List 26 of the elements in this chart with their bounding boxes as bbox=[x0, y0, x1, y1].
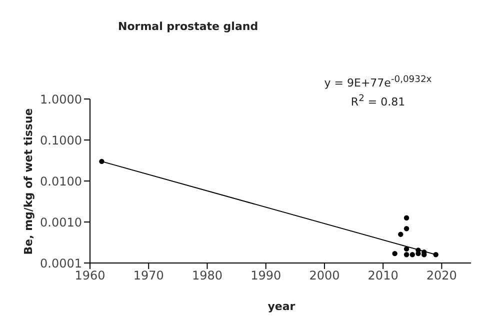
y-tick-label: 0.0100 bbox=[40, 174, 82, 188]
point bbox=[99, 158, 104, 164]
x-tick-label: 2000 bbox=[309, 268, 340, 283]
point bbox=[392, 250, 398, 256]
x-tick-label: 1960 bbox=[74, 268, 106, 283]
point bbox=[433, 252, 438, 258]
chart-title: Normal prostate gland bbox=[118, 20, 258, 33]
x-tick-label: 2010 bbox=[368, 268, 398, 283]
x-axis-title: year bbox=[266, 300, 296, 313]
y-tick-label: 0.0001 bbox=[40, 256, 82, 270]
y-tick-label: 0.1000 bbox=[40, 133, 82, 148]
x-tick-label: 1980 bbox=[192, 268, 223, 283]
point bbox=[410, 252, 415, 258]
y-tick-label: 1.0000 bbox=[40, 92, 82, 106]
point bbox=[404, 215, 410, 220]
y-tick-label: 0.0010 bbox=[40, 215, 82, 230]
x-tick-label: 2020 bbox=[426, 268, 457, 283]
text: y = 9E+77e$^{-0,0932x}$ bbox=[323, 73, 433, 91]
point bbox=[398, 232, 404, 237]
x-tick-label: 1990 bbox=[250, 268, 282, 283]
annotation: R$^{2}$ = 0.81 bbox=[350, 92, 406, 110]
point bbox=[404, 252, 410, 258]
y-axis-title: Be, mg/kg of wet tissue bbox=[22, 108, 34, 254]
point bbox=[404, 246, 410, 252]
point bbox=[404, 226, 410, 232]
x-tick-label: 1970 bbox=[133, 268, 164, 283]
